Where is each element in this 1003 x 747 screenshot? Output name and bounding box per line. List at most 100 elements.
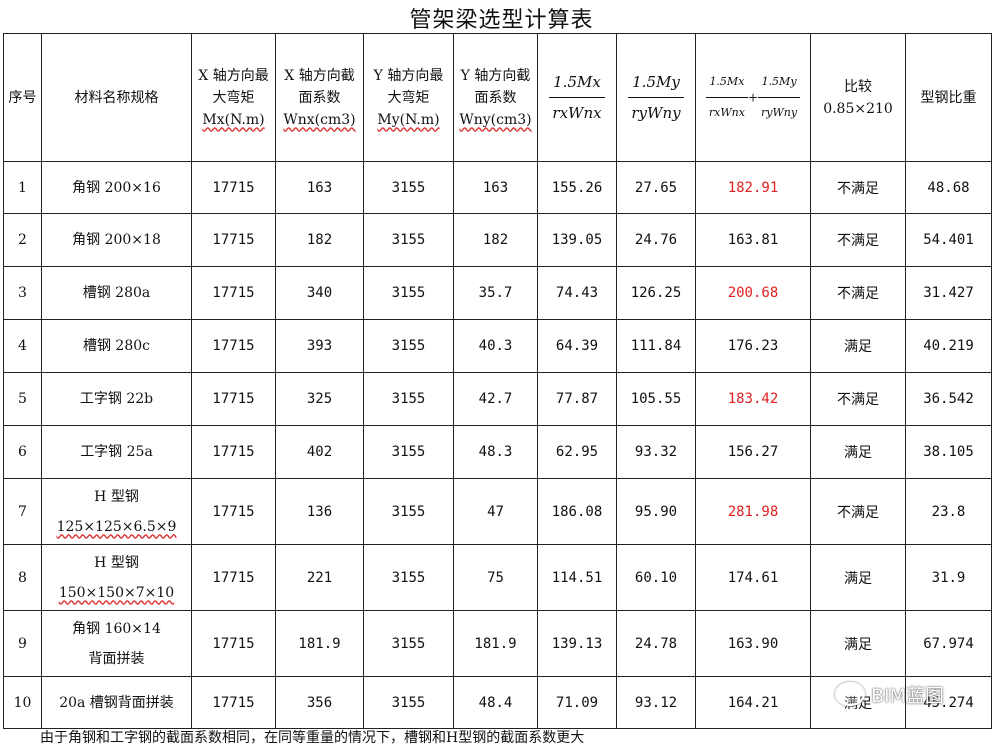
cell-wnx: 182 xyxy=(275,213,364,267)
cell-v1: 62.95 xyxy=(537,425,617,479)
cell-wnx: 393 xyxy=(275,319,364,373)
cell-compare: 满足 xyxy=(810,425,906,479)
table-row: 4 槽钢 280c 17715 393 3155 40.3 64.39 111.84 176.2… xyxy=(3,319,992,373)
cell-compare: 不满足 xyxy=(810,266,906,320)
cell-wnx: 181.9 xyxy=(275,610,364,677)
cell-wny: 48.3 xyxy=(453,425,538,479)
cell-ratio: 54.401 xyxy=(905,213,992,267)
cell-my: 3155 xyxy=(363,372,454,426)
cell-compare: 不满足 xyxy=(810,213,906,267)
cell-wny: 75 xyxy=(453,544,538,611)
cell-v3: 163.90 xyxy=(695,610,811,677)
cell-wny: 181.9 xyxy=(453,610,538,677)
cell-ratio: 45.274 xyxy=(905,676,992,729)
header-formula-sum: 1.5Mx rxWnx +1.5My ryWny xyxy=(695,33,811,162)
cell-my: 3155 xyxy=(363,161,454,214)
header-no: 序号 xyxy=(3,33,42,162)
cell-v1: 139.13 xyxy=(537,610,617,677)
cell-wny: 42.7 xyxy=(453,372,538,426)
cell-v3: 156.27 xyxy=(695,425,811,479)
cell-v1: 155.26 xyxy=(537,161,617,214)
cell-mx: 17715 xyxy=(191,676,276,729)
cell-no: 4 xyxy=(3,319,42,373)
cell-no: 3 xyxy=(3,266,42,320)
cell-v1: 74.43 xyxy=(537,266,617,320)
cell-wny: 35.7 xyxy=(453,266,538,320)
cell-wny: 48.4 xyxy=(453,676,538,729)
cell-name: 角钢 200×18 xyxy=(41,213,192,267)
cell-v2: 24.78 xyxy=(616,610,696,677)
cell-v3: 163.81 xyxy=(695,213,811,267)
cell-mx: 17715 xyxy=(191,161,276,214)
cell-name: 槽钢 280a xyxy=(41,266,192,320)
cell-name: 角钢 200×16 xyxy=(41,161,192,214)
cell-ratio: 67.974 xyxy=(905,610,992,677)
cell-v1: 139.05 xyxy=(537,213,617,267)
cell-my: 3155 xyxy=(363,610,454,677)
cell-v2: 27.65 xyxy=(616,161,696,214)
cell-v1: 77.87 xyxy=(537,372,617,426)
cell-mx: 17715 xyxy=(191,319,276,373)
cell-no: 8 xyxy=(3,544,42,611)
cell-name: 工字钢 22b xyxy=(41,372,192,426)
cell-mx: 17715 xyxy=(191,610,276,677)
cell-no: 6 xyxy=(3,425,42,479)
header-name: 材料名称规格 xyxy=(41,33,192,162)
cell-v1: 114.51 xyxy=(537,544,617,611)
header-wnx: X 轴方向截 面系数 Wnx(cm3) xyxy=(275,33,364,162)
cell-v2: 126.25 xyxy=(616,266,696,320)
cell-ratio: 31.427 xyxy=(905,266,992,320)
header-mx: X 轴方向最 大弯矩 Mx(N.m) xyxy=(191,33,276,162)
cell-name: 20a 槽钢背面拼装 xyxy=(41,676,192,729)
cell-my: 3155 xyxy=(363,425,454,479)
cell-mx: 17715 xyxy=(191,425,276,479)
cell-v1: 64.39 xyxy=(537,319,617,373)
cell-ratio: 48.68 xyxy=(905,161,992,214)
cell-mx: 17715 xyxy=(191,478,276,545)
cell-mx: 17715 xyxy=(191,213,276,267)
table-row: 1 角钢 200×16 17715 163 3155 163 155.26 27.65 182.… xyxy=(3,161,992,214)
cell-my: 3155 xyxy=(363,319,454,373)
cell-compare: 满足 xyxy=(810,544,906,611)
header-wny: Y 轴方向截 面系数 Wny(cm3) xyxy=(453,33,538,162)
cell-mx: 17715 xyxy=(191,372,276,426)
table-row: 6 工字钢 25a 17715 402 3155 48.3 62.95 93.32 156.27… xyxy=(3,425,992,479)
cell-mx: 17715 xyxy=(191,266,276,320)
cell-my: 3155 xyxy=(363,544,454,611)
cell-my: 3155 xyxy=(363,478,454,545)
cell-v2: 60.10 xyxy=(616,544,696,611)
cell-wny: 47 xyxy=(453,478,538,545)
cell-v2: 95.90 xyxy=(616,478,696,545)
cell-v1: 71.09 xyxy=(537,676,617,729)
cell-ratio: 40.219 xyxy=(905,319,992,373)
cell-v3: 182.91 xyxy=(695,161,811,214)
cell-compare: 满足 xyxy=(810,610,906,677)
cell-v3: 281.98 xyxy=(695,478,811,545)
cell-ratio: 23.8 xyxy=(905,478,992,545)
cell-my: 3155 xyxy=(363,676,454,729)
header-compare: 比较 0.85×210 xyxy=(810,33,906,162)
table-row: 2 角钢 200×18 17715 182 3155 182 139.05 24.76 163.… xyxy=(3,213,992,267)
header-ratio: 型钢比重 xyxy=(905,33,992,162)
cell-wnx: 402 xyxy=(275,425,364,479)
calc-table: 序号 材料名称规格 X 轴方向最 大弯矩 Mx(N.m) X 轴方向截 面系数 Wnx(… xyxy=(3,33,992,729)
cell-mx: 17715 xyxy=(191,544,276,611)
cell-wnx: 356 xyxy=(275,676,364,729)
cell-name: 角钢 160×14 背面拼装 xyxy=(41,610,192,677)
cell-my: 3155 xyxy=(363,213,454,267)
footer-note: 由于角钢和工字钢的截面系数相同，在同等重量的情况下，槽钢和H型钢的截面系数更大 xyxy=(40,730,585,746)
cell-compare: 不满足 xyxy=(810,372,906,426)
cell-v1: 186.08 xyxy=(537,478,617,545)
cell-v2: 105.55 xyxy=(616,372,696,426)
cell-compare: 不满足 xyxy=(810,478,906,545)
page-title: 管架梁选型计算表 xyxy=(409,8,594,33)
header-row: 序号 材料名称规格 X 轴方向最 大弯矩 Mx(N.m) X 轴方向截 面系数 Wnx(… xyxy=(3,33,992,162)
cell-v2: 24.76 xyxy=(616,213,696,267)
cell-no: 9 xyxy=(3,610,42,677)
cell-no: 7 xyxy=(3,478,42,545)
cell-my: 3155 xyxy=(363,266,454,320)
table-row: 5 工字钢 22b 17715 325 3155 42.7 77.87 105.55 183.4… xyxy=(3,372,992,426)
cell-wnx: 325 xyxy=(275,372,364,426)
